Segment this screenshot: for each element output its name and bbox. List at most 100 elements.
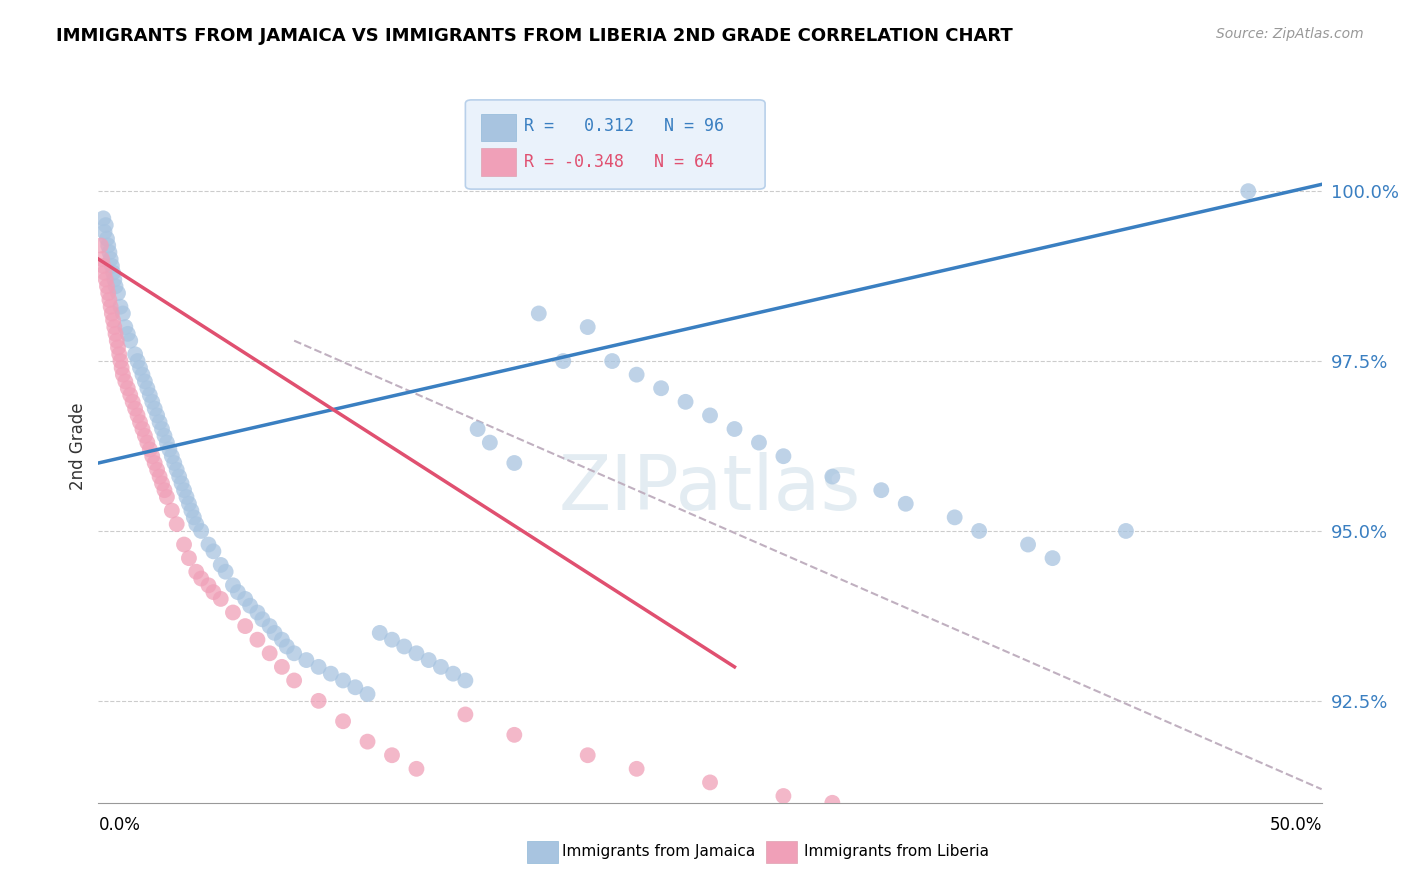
Point <box>259 646 281 660</box>
Point <box>131 422 153 436</box>
Point <box>454 673 477 688</box>
Point <box>124 347 146 361</box>
Point <box>441 666 464 681</box>
Point <box>222 606 245 620</box>
Point <box>214 565 236 579</box>
Point <box>252 612 274 626</box>
Point <box>91 259 114 273</box>
Point <box>111 368 134 382</box>
Point <box>600 354 623 368</box>
Point <box>821 796 844 810</box>
Point <box>295 653 318 667</box>
Point <box>943 510 966 524</box>
Point <box>270 632 294 647</box>
Point <box>183 510 205 524</box>
Point <box>699 409 721 423</box>
Point <box>156 490 179 504</box>
Point <box>246 632 269 647</box>
Point <box>177 497 200 511</box>
Point <box>163 456 186 470</box>
Point <box>233 591 256 606</box>
Point <box>153 429 176 443</box>
Point <box>146 463 169 477</box>
Point <box>166 463 188 477</box>
Text: 0.0%: 0.0% <box>98 816 141 834</box>
Point <box>108 347 131 361</box>
Point <box>405 646 427 660</box>
Point <box>283 646 305 660</box>
Point <box>197 537 219 551</box>
Point <box>748 435 770 450</box>
Text: 50.0%: 50.0% <box>1270 816 1322 834</box>
Point <box>101 259 124 273</box>
Point <box>143 456 166 470</box>
Point <box>381 748 404 763</box>
Point <box>381 632 404 647</box>
Point <box>121 394 143 409</box>
Point <box>131 368 153 382</box>
Point <box>117 381 139 395</box>
Point <box>222 578 245 592</box>
Point <box>93 266 115 280</box>
Point <box>190 572 212 586</box>
Point <box>405 762 427 776</box>
Point <box>139 388 162 402</box>
Point <box>111 306 134 320</box>
Point <box>626 368 648 382</box>
Point <box>136 435 159 450</box>
Point <box>894 497 917 511</box>
Point <box>167 469 190 483</box>
Point <box>967 524 990 538</box>
Point <box>368 626 391 640</box>
Y-axis label: 2nd Grade: 2nd Grade <box>69 402 87 490</box>
Point <box>246 606 269 620</box>
Point <box>96 279 118 293</box>
Point <box>104 326 127 341</box>
Point <box>129 360 152 375</box>
Point <box>166 517 188 532</box>
Point <box>467 422 489 436</box>
Point <box>114 320 136 334</box>
Text: Source: ZipAtlas.com: Source: ZipAtlas.com <box>1216 27 1364 41</box>
Text: IMMIGRANTS FROM JAMAICA VS IMMIGRANTS FROM LIBERIA 2ND GRADE CORRELATION CHART: IMMIGRANTS FROM JAMAICA VS IMMIGRANTS FR… <box>56 27 1012 45</box>
Point <box>723 422 745 436</box>
Point <box>146 409 169 423</box>
Point <box>308 694 330 708</box>
Point <box>186 565 208 579</box>
Point <box>127 354 149 368</box>
Point <box>821 469 844 483</box>
Text: Immigrants from Liberia: Immigrants from Liberia <box>804 845 990 859</box>
Point <box>173 483 195 498</box>
Point <box>98 293 121 307</box>
Point <box>101 266 124 280</box>
Point <box>149 469 172 483</box>
Point <box>699 775 721 789</box>
Point <box>772 789 794 803</box>
Point <box>90 238 112 252</box>
Point <box>197 578 219 592</box>
Point <box>110 354 132 368</box>
Point <box>180 503 202 517</box>
Point <box>283 673 305 688</box>
Point <box>772 449 794 463</box>
Point <box>170 476 193 491</box>
Point <box>91 252 114 266</box>
Point <box>356 734 378 748</box>
Point <box>97 238 120 252</box>
Point <box>332 673 354 688</box>
Text: R = -0.348   N = 64: R = -0.348 N = 64 <box>524 153 714 171</box>
Point <box>104 279 127 293</box>
Point <box>143 401 166 416</box>
Point <box>308 660 330 674</box>
Point <box>675 394 697 409</box>
Point <box>120 388 142 402</box>
Point <box>527 306 550 320</box>
Point <box>94 272 117 286</box>
Point <box>344 680 367 694</box>
Point <box>134 429 156 443</box>
Text: R =   0.312   N = 96: R = 0.312 N = 96 <box>524 118 724 136</box>
Text: ZIPatlas: ZIPatlas <box>558 452 862 525</box>
Point <box>1017 537 1039 551</box>
Point <box>100 252 122 266</box>
Point <box>263 626 285 640</box>
